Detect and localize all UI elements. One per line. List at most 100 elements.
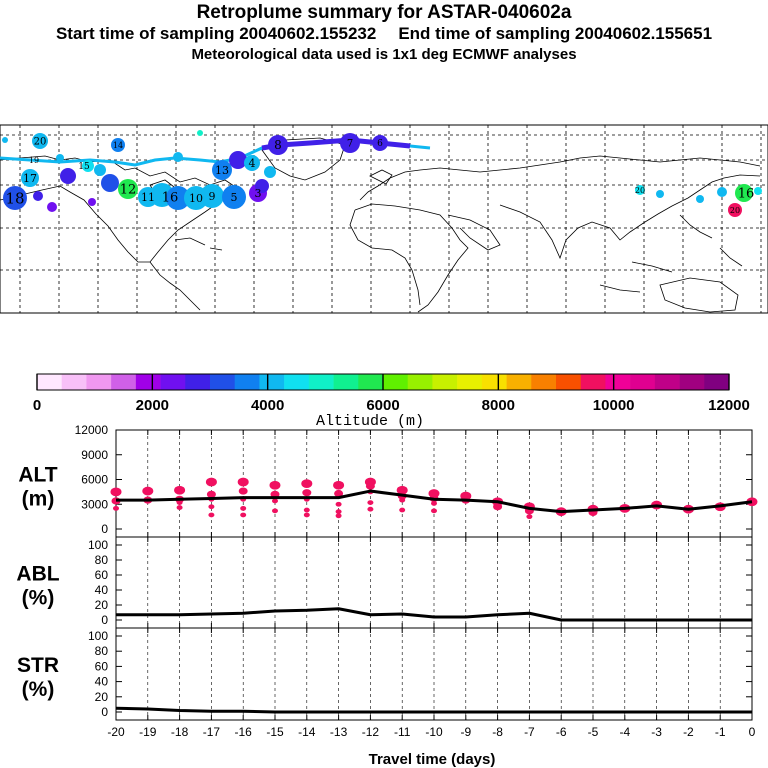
scatter-point xyxy=(174,485,186,495)
plume-day-label: 6 xyxy=(377,139,383,149)
y-tick-label: 0 xyxy=(101,522,108,536)
y-tick-label: 0 xyxy=(101,705,108,719)
plume-day-label: 20 xyxy=(635,186,645,195)
colorbar-swatch xyxy=(111,374,137,390)
met-data-label: Meteorological data used is 1x1 deg ECMW… xyxy=(191,46,577,63)
scatter-point xyxy=(237,477,249,487)
colorbar-swatch xyxy=(580,374,606,390)
plume-dot xyxy=(166,186,190,210)
plume-day-label: 11 xyxy=(141,191,155,204)
map-frame xyxy=(0,124,768,314)
y-tick-label: 0 xyxy=(101,613,108,627)
plume-day-label: 18 xyxy=(5,189,24,207)
colorbar-swatch xyxy=(61,374,87,390)
scatter-point xyxy=(176,500,183,505)
scatter-point xyxy=(303,512,310,518)
plume-day-labels: 18 20 19 17 16 15 14 13 12 11 10 9 8 7 6 5 4 3 20 16 20 xyxy=(5,137,754,215)
colorbar-swatch xyxy=(704,374,730,390)
scatter-point xyxy=(493,503,503,511)
scatter-point xyxy=(208,504,215,510)
scatter-point xyxy=(333,480,345,490)
x-tick-label: -8 xyxy=(492,725,503,739)
colorbar-swatch xyxy=(308,374,334,390)
colorbar-swatch xyxy=(506,374,532,390)
series-line xyxy=(116,607,752,622)
y-tick-label: 20 xyxy=(95,690,109,704)
x-tick-label: -15 xyxy=(266,725,284,739)
scatter-point xyxy=(206,490,216,498)
x-tick-label: -9 xyxy=(460,725,471,739)
y-tick-label: 80 xyxy=(95,553,109,567)
plume-dot xyxy=(2,137,8,143)
scatter-point xyxy=(142,486,154,496)
colorbar-swatch xyxy=(234,374,260,390)
colorbar-swatch xyxy=(160,374,186,390)
colorbar-swatch xyxy=(333,374,359,390)
scatter-point xyxy=(176,505,183,510)
x-tick-label: -11 xyxy=(394,725,411,739)
plume-dot xyxy=(32,133,48,149)
colorbar-title: Altitude (m) xyxy=(316,413,424,430)
colorbar-swatch xyxy=(605,374,631,390)
colorbar-swatch xyxy=(259,374,285,390)
colorbar-swatch xyxy=(358,374,384,390)
plume-dot xyxy=(33,191,43,201)
x-tick-label: -20 xyxy=(107,725,125,739)
y-tick-label: 80 xyxy=(95,644,109,658)
plume-day-label: 16 xyxy=(162,191,179,206)
x-tick-label: -6 xyxy=(556,725,567,739)
plume-day-label: 10 xyxy=(189,192,203,205)
y-tick-label: 40 xyxy=(95,675,109,689)
scatter-point xyxy=(110,487,122,497)
scatter-point xyxy=(431,501,437,506)
start-time-label: Start time of sampling 20040602.155232 xyxy=(55,24,377,43)
scatter-point xyxy=(399,497,406,503)
x-tick-label: -3 xyxy=(651,725,662,739)
scatter-point xyxy=(367,506,374,512)
panel-alt: 0 3000 6000 9000 12000 ALT(m) xyxy=(18,423,758,538)
plume-day-label: 4 xyxy=(249,157,256,170)
x-tick-label: -5 xyxy=(588,725,599,739)
colorbar-swatch xyxy=(457,374,483,390)
plume-day-label: 15 xyxy=(78,162,90,172)
scatter-point xyxy=(431,508,437,514)
panel-unit-label: (%) xyxy=(22,678,55,701)
y-tick-label: 60 xyxy=(95,568,109,582)
scatter-point xyxy=(272,498,278,504)
colorbar-swatch xyxy=(630,374,656,390)
plume-dot xyxy=(82,160,94,172)
x-tick-label: -7 xyxy=(524,725,535,739)
plume-dot xyxy=(197,130,203,136)
colorbar-swatch xyxy=(185,374,211,390)
scatter-point xyxy=(208,512,215,518)
colorbar-swatch xyxy=(37,374,63,390)
plume-dot xyxy=(696,195,704,203)
plume-day-label: 20 xyxy=(730,206,740,215)
plume-dot xyxy=(21,169,39,187)
map-graticule xyxy=(0,125,768,313)
plume-day-label: 3 xyxy=(255,187,262,200)
colorbar-swatch xyxy=(407,374,433,390)
plume-dot xyxy=(635,185,645,195)
scatter-point xyxy=(335,509,342,515)
x-tick-label: -16 xyxy=(235,725,253,739)
plume-dot xyxy=(340,133,360,153)
plume-day-label: 9 xyxy=(209,190,216,203)
y-tick-label: 40 xyxy=(95,583,109,597)
plume-dot xyxy=(754,187,762,195)
x-tick-label: 0 xyxy=(749,725,756,739)
scatter-point xyxy=(301,479,313,489)
altitude-colorbar: 0 2000 4000 6000 8000 10000 12000 xyxy=(33,373,750,414)
plume-day-label: 12 xyxy=(120,183,137,198)
colorbar-swatch xyxy=(654,374,680,390)
plume-dot xyxy=(212,160,232,180)
plume-day-label: 19 xyxy=(29,156,39,165)
scatter-point xyxy=(238,487,248,495)
colorbar-swatch xyxy=(284,374,310,390)
colorbar-swatch xyxy=(481,374,507,390)
scatter-point xyxy=(240,512,247,518)
x-tick-label: -10 xyxy=(425,725,443,739)
